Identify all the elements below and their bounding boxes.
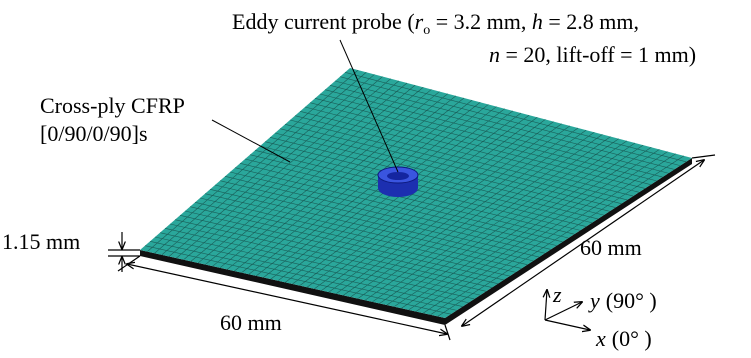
thickness-label: 1.15 mm bbox=[2, 229, 80, 254]
dimension-label: 60 mm bbox=[220, 310, 282, 335]
probe-label: Eddy current probe (ro = 3.2 mm, h = 2.8… bbox=[232, 9, 639, 38]
plate-label: [0/90/0/90]s bbox=[40, 121, 148, 146]
axis-triad bbox=[545, 290, 590, 330]
dimension-label: 60 mm bbox=[580, 235, 642, 260]
axis-label: z bbox=[552, 282, 562, 307]
plate-label: Cross-ply CFRP bbox=[40, 93, 185, 118]
figure: Eddy current probe (ro = 3.2 mm, h = 2.8… bbox=[0, 0, 751, 358]
axis-label: y(90° ) bbox=[588, 288, 657, 313]
axis-label: x(0° ) bbox=[595, 326, 652, 351]
probe-label: n = 20, lift-off = 1 mm) bbox=[489, 42, 696, 67]
